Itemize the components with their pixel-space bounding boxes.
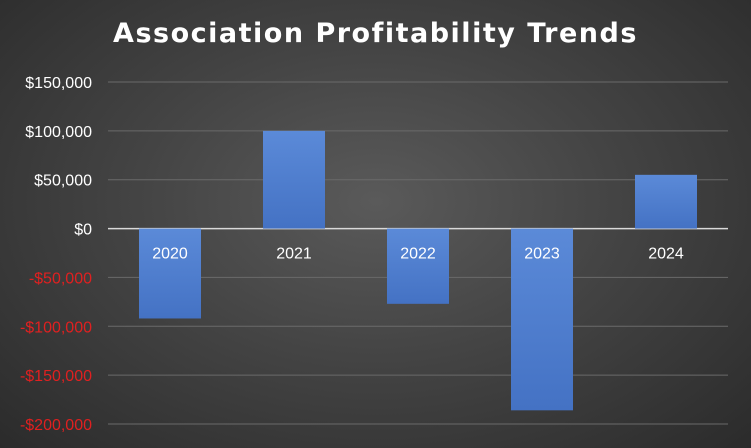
y-tick-label: $100,000 <box>25 124 92 141</box>
y-tick-label: -$200,000 <box>20 417 92 434</box>
y-tick-label: $50,000 <box>34 173 92 190</box>
bar-2022 <box>387 228 449 304</box>
bar-2023 <box>511 228 573 411</box>
chart-title: Association Profitability Trends <box>113 18 638 49</box>
y-tick-label: $150,000 <box>25 75 92 92</box>
y-tick-label: $0 <box>74 222 92 239</box>
x-tick-label: 2022 <box>400 246 436 263</box>
x-tick-label: 2023 <box>524 246 560 263</box>
x-tick-label: 2021 <box>276 246 312 263</box>
y-tick-label: -$50,000 <box>29 270 92 287</box>
x-tick-label: 2024 <box>648 246 684 263</box>
bar-2021 <box>263 130 325 229</box>
x-tick-label: 2020 <box>152 246 188 263</box>
y-tick-label: -$150,000 <box>20 368 92 385</box>
bar-2020 <box>139 228 201 319</box>
bar-2024 <box>635 174 697 229</box>
y-tick-label: -$100,000 <box>20 319 92 336</box>
